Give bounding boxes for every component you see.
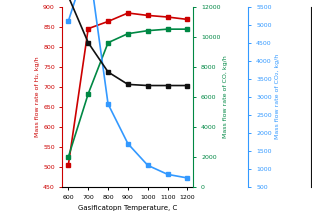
Y-axis label: Mass flow rate of CO, kg/h: Mass flow rate of CO, kg/h — [223, 55, 228, 138]
Y-axis label: Mass flow rate of H₂, kg/h: Mass flow rate of H₂, kg/h — [35, 57, 40, 137]
X-axis label: Gasificatopn Temperature, C: Gasificatopn Temperature, C — [78, 205, 178, 211]
Y-axis label: Mass flow rate of CO₂, kg/h: Mass flow rate of CO₂, kg/h — [275, 54, 280, 139]
